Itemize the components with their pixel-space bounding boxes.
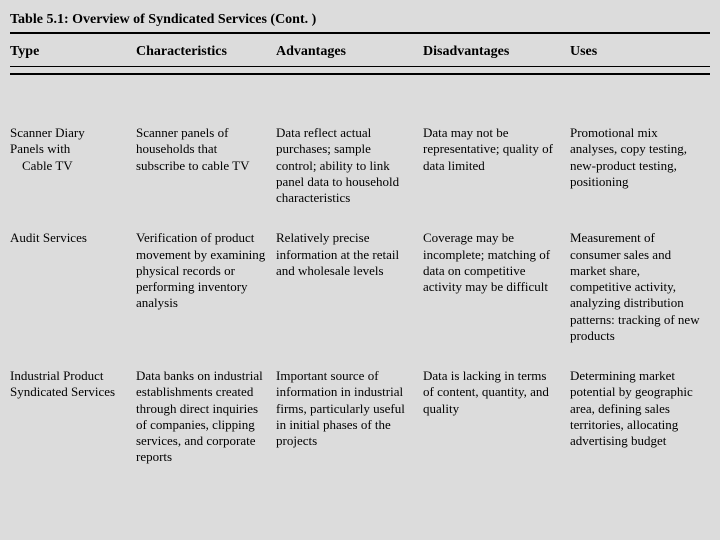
cell-type: Scanner Diary Panels with Cable TV xyxy=(10,125,136,230)
table-row: Industrial Product Syndicated Services D… xyxy=(10,368,710,490)
rule-top xyxy=(10,32,710,34)
syndicated-services-table: Type Characteristics Advantages Disadvan… xyxy=(10,40,710,490)
cell-characteristics: Data banks on industrial establishments … xyxy=(136,368,276,490)
type-line: Industrial Product xyxy=(10,368,104,383)
col-header-disadvantages: Disadvantages xyxy=(423,40,570,66)
table-body: Scanner Diary Panels with Cable TV Scann… xyxy=(10,81,710,490)
cell-advantages: Important source of information in indus… xyxy=(276,368,423,490)
cell-type: Audit Services xyxy=(10,230,136,368)
cell-uses: Promotional mix analyses, copy testing, … xyxy=(570,125,710,230)
type-line: Cable TV xyxy=(10,158,126,174)
col-header-advantages: Advantages xyxy=(276,40,423,66)
table-row: Audit Services Verification of product m… xyxy=(10,230,710,368)
table-page: Table 5.1: Overview of Syndicated Servic… xyxy=(0,0,720,498)
cell-advantages: Data reflect actual purchases; sample co… xyxy=(276,125,423,230)
cell-disadvantages: Coverage may be incomplete; matching of … xyxy=(423,230,570,368)
rule-under-header-2 xyxy=(10,73,710,75)
cell-disadvantages: Data may not be representative; quality … xyxy=(423,125,570,230)
col-header-uses: Uses xyxy=(570,40,710,66)
cell-characteristics: Scanner panels of households that subscr… xyxy=(136,125,276,230)
cell-type: Industrial Product Syndicated Services xyxy=(10,368,136,490)
cell-disadvantages: Data is lacking in terms of content, qua… xyxy=(423,368,570,490)
type-line: Scanner Diary xyxy=(10,125,85,140)
cell-characteristics: Verification of product movement by exam… xyxy=(136,230,276,368)
table-row: Scanner Diary Panels with Cable TV Scann… xyxy=(10,125,710,230)
type-line: Audit Services xyxy=(10,230,87,245)
table-header: Type Characteristics Advantages Disadvan… xyxy=(10,40,710,81)
cell-uses: Determining market potential by geograph… xyxy=(570,368,710,490)
cell-uses: Measurement of consumer sales and market… xyxy=(570,230,710,368)
type-line: Syndicated Services xyxy=(10,384,115,399)
col-header-characteristics: Characteristics xyxy=(136,40,276,66)
cell-advantages: Relatively precise information at the re… xyxy=(276,230,423,368)
col-header-type: Type xyxy=(10,40,136,66)
type-line: Panels with xyxy=(10,141,70,156)
table-title: Table 5.1: Overview of Syndicated Servic… xyxy=(10,12,710,28)
